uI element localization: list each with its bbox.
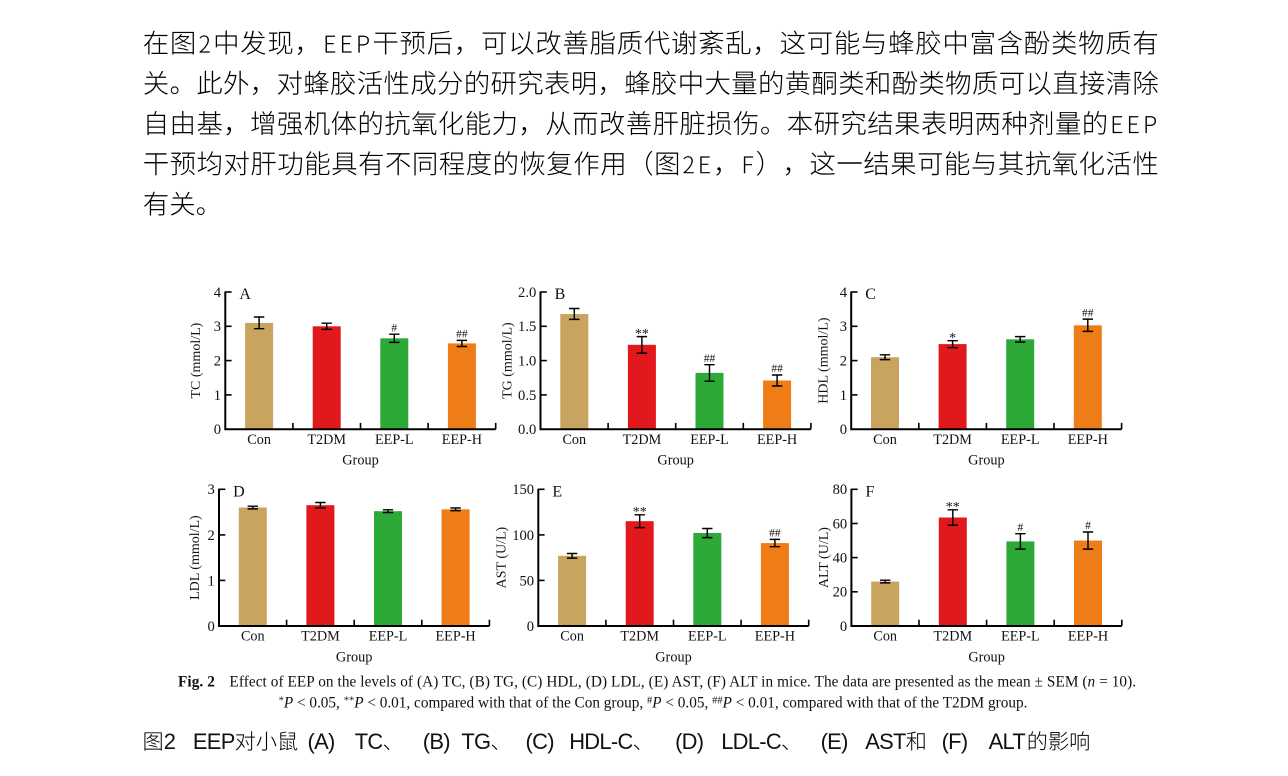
svg-text:EEP-L: EEP-L xyxy=(1001,432,1040,448)
svg-text:C: C xyxy=(865,286,876,303)
svg-text:EEP-L: EEP-L xyxy=(375,432,414,448)
svg-text:0: 0 xyxy=(214,422,221,438)
svg-text:0: 0 xyxy=(840,619,847,635)
svg-text:T2DM: T2DM xyxy=(933,432,972,448)
svg-text:1: 1 xyxy=(840,388,847,404)
svg-text:EEP-H: EEP-H xyxy=(1068,432,1108,448)
svg-text:2: 2 xyxy=(164,729,176,754)
svg-text:T2DM: T2DM xyxy=(301,629,340,645)
svg-text:HDL (mmol/L): HDL (mmol/L) xyxy=(817,317,832,404)
svg-text:(B): (B) xyxy=(423,729,450,754)
svg-text:TC (mmol/L): TC (mmol/L) xyxy=(189,322,204,398)
svg-text:E: E xyxy=(552,483,562,500)
svg-text:1.5: 1.5 xyxy=(518,319,536,335)
svg-text:(C): (C) xyxy=(526,729,554,754)
svg-text:**: ** xyxy=(946,500,960,515)
svg-text:0: 0 xyxy=(208,619,215,635)
svg-text:2: 2 xyxy=(840,354,847,370)
svg-text:4: 4 xyxy=(840,285,848,301)
svg-text:B: B xyxy=(555,286,566,303)
svg-text:ALT (U/L): ALT (U/L) xyxy=(817,527,832,588)
svg-text:3: 3 xyxy=(214,319,221,335)
svg-text:0.5: 0.5 xyxy=(518,388,536,404)
svg-text:TC: TC xyxy=(355,729,383,754)
svg-text:EEP-L: EEP-L xyxy=(369,629,408,645)
svg-text:Con: Con xyxy=(560,629,584,645)
svg-text:##: ## xyxy=(704,353,716,365)
svg-text:##: ## xyxy=(769,528,781,540)
svg-text:1: 1 xyxy=(208,573,215,589)
svg-text:Con: Con xyxy=(247,432,271,448)
svg-text:AST (U/L): AST (U/L) xyxy=(495,526,510,588)
svg-text:##: ## xyxy=(456,329,468,341)
svg-text:(F): (F) xyxy=(942,729,968,754)
svg-text:EEP-L: EEP-L xyxy=(688,629,727,645)
svg-text:ALT: ALT xyxy=(989,729,1026,754)
svg-text:Group: Group xyxy=(342,453,379,469)
svg-text:Group: Group xyxy=(968,453,1005,469)
svg-text:(D): (D) xyxy=(675,729,703,754)
svg-text:EEP-L: EEP-L xyxy=(690,432,729,448)
svg-text:AST: AST xyxy=(865,729,906,754)
svg-text:T2DM: T2DM xyxy=(623,432,662,448)
svg-text:Con: Con xyxy=(873,629,897,645)
svg-text:**: ** xyxy=(635,327,649,342)
svg-text:Group: Group xyxy=(968,649,1005,665)
svg-text:##: ## xyxy=(771,363,783,375)
svg-text:T2DM: T2DM xyxy=(620,629,659,645)
svg-text:#: # xyxy=(1018,522,1024,534)
svg-text:*: * xyxy=(949,331,956,346)
svg-text:EEP: EEP xyxy=(193,729,235,754)
svg-text:60: 60 xyxy=(833,516,848,532)
svg-text:EEP-H: EEP-H xyxy=(757,432,797,448)
svg-text:T2DM: T2DM xyxy=(307,432,346,448)
svg-text:100: 100 xyxy=(512,528,534,544)
svg-text:3: 3 xyxy=(840,319,847,335)
svg-text:Group: Group xyxy=(657,453,694,469)
svg-text:LDL (mmol/L): LDL (mmol/L) xyxy=(188,515,203,600)
svg-text:EEP-H: EEP-H xyxy=(435,629,475,645)
svg-text:*P < 0.05, **P < 0.01, compare: *P < 0.05, **P < 0.01, compared with tha… xyxy=(279,695,1028,712)
svg-text:Con: Con xyxy=(241,629,265,645)
svg-text:A: A xyxy=(239,286,251,303)
svg-text:2: 2 xyxy=(208,528,215,544)
svg-text:D: D xyxy=(233,483,245,500)
svg-text:(E): (E) xyxy=(821,729,848,754)
svg-text:LDL-C: LDL-C xyxy=(721,729,781,754)
svg-text:#: # xyxy=(391,322,397,334)
svg-text:40: 40 xyxy=(833,551,848,567)
svg-text:1: 1 xyxy=(214,388,221,404)
svg-text:EEP-L: EEP-L xyxy=(1001,629,1040,645)
svg-text:1.0: 1.0 xyxy=(518,354,536,370)
svg-text:2: 2 xyxy=(214,354,221,370)
svg-text:Con: Con xyxy=(873,432,897,448)
svg-text:Con: Con xyxy=(562,432,586,448)
svg-text:2.0: 2.0 xyxy=(518,285,536,301)
svg-text:EEP-H: EEP-H xyxy=(1068,629,1108,645)
svg-text:HDL-C: HDL-C xyxy=(569,729,632,754)
svg-text:80: 80 xyxy=(833,482,848,498)
svg-text:T2DM: T2DM xyxy=(933,629,972,645)
svg-text:150: 150 xyxy=(512,482,534,498)
svg-text:0: 0 xyxy=(840,422,847,438)
svg-text:**: ** xyxy=(633,505,647,520)
svg-text:50: 50 xyxy=(520,573,535,589)
svg-text:20: 20 xyxy=(833,585,848,601)
svg-text:0.0: 0.0 xyxy=(518,422,536,438)
svg-text:(A): (A) xyxy=(308,729,335,754)
svg-text:##: ## xyxy=(1082,307,1094,319)
svg-text:3: 3 xyxy=(208,482,215,498)
svg-text:Group: Group xyxy=(655,649,692,665)
svg-text:0: 0 xyxy=(527,619,534,635)
svg-text:EEP-H: EEP-H xyxy=(755,629,795,645)
svg-text:TG: TG xyxy=(461,729,490,754)
svg-text:#: # xyxy=(1085,520,1091,532)
svg-text:4: 4 xyxy=(214,285,222,301)
svg-text:EEP-H: EEP-H xyxy=(442,432,482,448)
svg-text:F: F xyxy=(866,483,875,500)
svg-text:Group: Group xyxy=(336,649,373,665)
svg-text:TG (mmol/L): TG (mmol/L) xyxy=(501,322,516,399)
